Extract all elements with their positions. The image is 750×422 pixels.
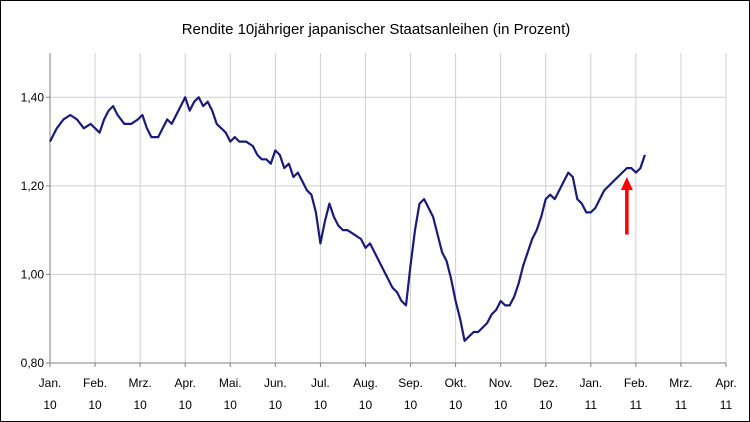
x-tick-label-year: 10: [43, 398, 57, 412]
x-tick-label-year: 10: [224, 398, 238, 412]
y-tick-label: 1,40: [21, 90, 45, 104]
x-tick-label-year: 10: [449, 398, 463, 412]
x-tick-label-year: 10: [133, 398, 147, 412]
x-tick-label-month: Nov.: [489, 376, 513, 390]
x-tick-label-month: Jan.: [39, 376, 62, 390]
x-tick-label-month: Jan.: [579, 376, 602, 390]
y-tick-label: 1,20: [21, 179, 45, 193]
x-tick-label-year: 11: [630, 398, 643, 412]
y-tick-label: 1,00: [21, 267, 45, 281]
x-tick-label-month: Dez.: [533, 376, 558, 390]
x-tick-label-month: Sep.: [398, 376, 423, 390]
x-tick-label-year: 10: [494, 398, 508, 412]
x-tick-label-month: Feb.: [83, 376, 107, 390]
x-tick-label-month: Mrz.: [669, 376, 692, 390]
x-tick-label-year: 10: [269, 398, 283, 412]
x-tick-label-month: Apr.: [715, 376, 736, 390]
series-layer: [49, 96, 646, 342]
x-tick-labels: Jan. 10 Feb. 10 Mrz. 10 Apr. 10 Mai. 10 Jun. 10 Jul.…: [39, 376, 737, 412]
x-tick-label-year: 10: [359, 398, 373, 412]
x-tick-label-year: 11: [585, 398, 598, 412]
x-tick-label-month: Mrz.: [128, 376, 151, 390]
x-tick-label-year: 10: [88, 398, 102, 412]
x-tick-label-year: 10: [179, 398, 193, 412]
x-tick-label-month: Jul.: [311, 376, 330, 390]
y-tick-labels: 0,80 1,00 1,20 1,40: [21, 90, 45, 370]
arrow-head: [620, 177, 633, 190]
x-tick-label-year: 10: [314, 398, 328, 412]
axes: [46, 53, 727, 367]
x-tick-label-month: Aug.: [353, 376, 378, 390]
chart-title: Rendite 10jähriger japanischer Staatsanl…: [182, 21, 571, 38]
x-tick-label-month: Okt.: [445, 376, 467, 390]
x-tick-label-month: Feb.: [624, 376, 648, 390]
x-tick-label-year: 11: [675, 398, 688, 412]
x-tick-label-year: 10: [539, 398, 553, 412]
x-tick-label-year: 11: [720, 398, 733, 412]
x-tick-label-month: Mai.: [219, 376, 242, 390]
x-tick-label-month: Apr.: [175, 376, 196, 390]
y-tick-label: 0,80: [21, 356, 45, 370]
annotation-layer: [620, 177, 633, 235]
x-tick-label-month: Jun.: [264, 376, 287, 390]
x-tick-label-year: 10: [404, 398, 418, 412]
grid-lines: [50, 53, 727, 363]
series-line-yield: [49, 96, 646, 342]
